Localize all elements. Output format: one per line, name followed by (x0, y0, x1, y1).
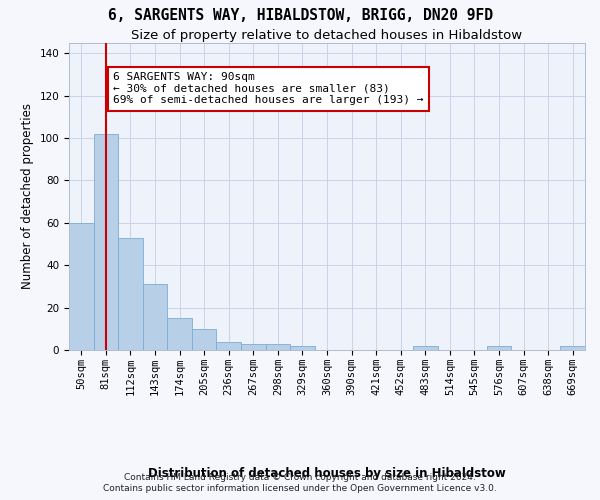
Bar (241, 344, 266, 350)
Text: Contains public sector information licensed under the Open Government Licence v3: Contains public sector information licen… (103, 484, 497, 493)
Bar (167, 318, 192, 350)
Bar (413, 346, 437, 350)
Bar (192, 329, 217, 350)
Text: Contains HM Land Registry data © Crown copyright and database right 2024.: Contains HM Land Registry data © Crown c… (124, 472, 476, 482)
Text: 6 SARGENTS WAY: 90sqm
← 30% of detached houses are smaller (83)
69% of semi-deta: 6 SARGENTS WAY: 90sqm ← 30% of detached … (113, 72, 424, 106)
Bar (217, 342, 241, 350)
Bar (118, 238, 143, 350)
Bar (94, 134, 118, 350)
Text: 6, SARGENTS WAY, HIBALDSTOW, BRIGG, DN20 9FD: 6, SARGENTS WAY, HIBALDSTOW, BRIGG, DN20… (107, 8, 493, 22)
Bar (290, 346, 315, 350)
Bar (69, 223, 94, 350)
Bar (487, 346, 511, 350)
Bar (143, 284, 167, 350)
Y-axis label: Number of detached properties: Number of detached properties (21, 104, 34, 289)
Text: Distribution of detached houses by size in Hibaldstow: Distribution of detached houses by size … (148, 467, 506, 480)
Bar (560, 346, 585, 350)
Bar (266, 344, 290, 350)
Title: Size of property relative to detached houses in Hibaldstow: Size of property relative to detached ho… (131, 30, 523, 43)
